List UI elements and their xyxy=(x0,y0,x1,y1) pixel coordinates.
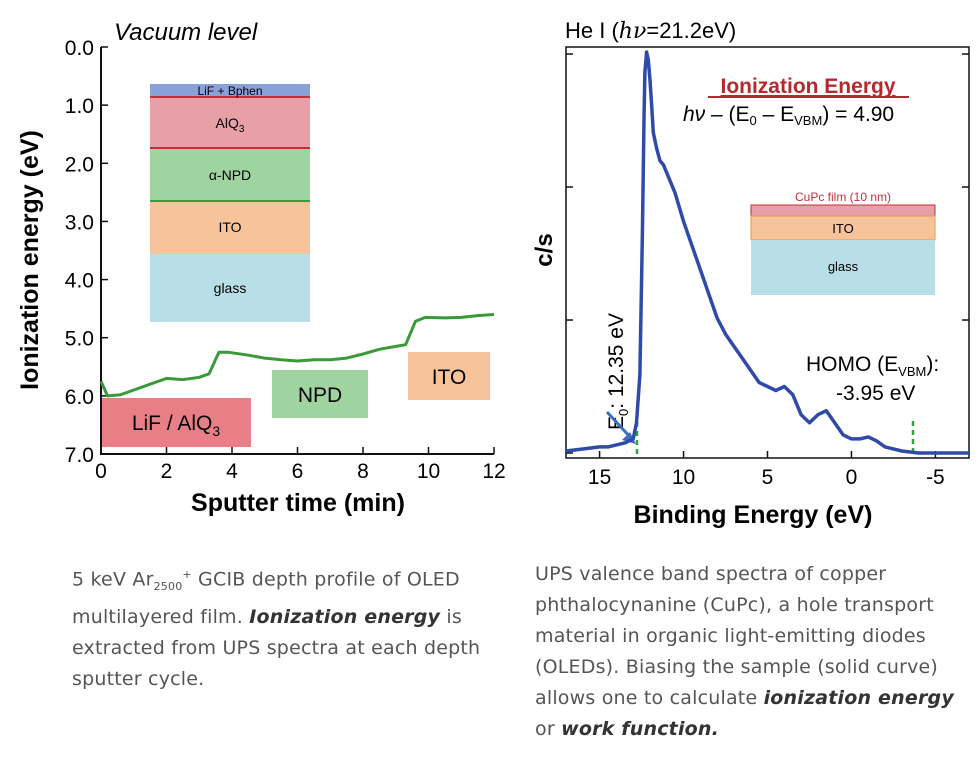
right-x-tick-label: 15 xyxy=(588,466,611,489)
cupc-glass-layer xyxy=(751,240,935,295)
left-y-tick-label: 7.0 xyxy=(65,444,94,467)
right-x-tick-label: -5 xyxy=(926,466,945,489)
ionization-energy-heading: Ionization Energy xyxy=(720,75,895,98)
cupc-ito-label: ITO xyxy=(832,221,853,236)
left-y-tick-label: 3.0 xyxy=(65,211,94,234)
left-x-tick-label: 10 xyxy=(417,460,440,483)
ito-layer xyxy=(150,202,310,254)
right-x-tick-label: 5 xyxy=(762,466,774,489)
left-x-tick-label: 4 xyxy=(226,460,238,483)
right-x-axis-label: Binding Energy (eV) xyxy=(634,501,873,529)
cupc-film-label: CuPc film (10 nm) xyxy=(795,190,891,204)
ups-spectrum-line xyxy=(565,50,969,455)
alq3-layer xyxy=(150,98,310,148)
lif-alq3-region-label: LiF / AlQ3 xyxy=(132,412,221,439)
left-caption-sup: + xyxy=(182,568,192,581)
right-y-axis-label: c/s xyxy=(531,233,558,266)
right-caption-part1: UPS valence band spectra of copper phtha… xyxy=(535,563,939,709)
left-x-axis-label: Sputter time (min) xyxy=(191,489,405,517)
left-x-tick-label: 6 xyxy=(292,460,304,483)
alpha-npd-label: α-NPD xyxy=(209,167,251,183)
left-y-tick-label: 2.0 xyxy=(65,153,94,176)
right-chart-title: He I (hν=21.2eV) xyxy=(565,18,736,44)
right-chart: He I (hν=21.2eV) c/s Binding Energy (eV)… xyxy=(531,18,970,529)
npd-border xyxy=(150,200,310,202)
npd-region-label: NPD xyxy=(298,384,342,407)
left-x-tick-label: 8 xyxy=(357,460,369,483)
left-x-tick-label: 0 xyxy=(95,460,107,483)
lif-bphen-layer xyxy=(150,84,310,98)
right-x-tick-label: 0 xyxy=(846,466,858,489)
right-caption: UPS valence band spectra of copper phtha… xyxy=(535,559,975,745)
npd-region xyxy=(272,370,368,418)
left-caption-part1: 5 keV Ar xyxy=(72,568,154,591)
alq3-label: AlQ3 xyxy=(216,115,245,135)
left-y-tick-label: 4.0 xyxy=(65,270,94,293)
left-x-tick-label: 12 xyxy=(482,460,505,483)
ito-region-label: ITO xyxy=(432,366,467,389)
cupc-glass-label: glass xyxy=(828,259,859,274)
right-series xyxy=(565,50,969,455)
homo-value: -3.95 eV xyxy=(836,382,915,405)
left-x-ticks: 0 2 4 6 8 10 12 xyxy=(95,447,506,483)
right-caption-part2: or xyxy=(535,718,562,740)
lif-bphen-border xyxy=(150,96,310,98)
glass-layer-label: glass xyxy=(214,280,247,296)
left-caption: 5 keV Ar2500+ GCIB depth profile of OLED… xyxy=(72,559,492,695)
ito-region xyxy=(408,352,490,400)
left-y-tick-label: 0.0 xyxy=(65,37,94,60)
npd-layer xyxy=(150,149,310,201)
right-x-tick-label: 10 xyxy=(672,466,695,489)
glass-layer xyxy=(150,254,310,322)
left-series xyxy=(99,313,495,398)
e0-arrow-shaft xyxy=(605,410,633,440)
homo-annotation: HOMO (EVBM): xyxy=(806,353,939,379)
left-caption-part3: is extracted from UPS spectra at each de… xyxy=(72,606,481,691)
left-y-axis-label: Ionization energy (eV) xyxy=(16,130,44,390)
left-y-ticks: 0.0 1.0 2.0 3.0 4.0 5.0 6.0 7.0 xyxy=(65,37,108,467)
left-caption-bold: Ionization energy xyxy=(249,606,441,629)
cupc-ito-layer xyxy=(750,215,936,241)
left-chart: Vacuum level Ionization energy (eV) Sput… xyxy=(16,19,506,517)
right-y-ticks xyxy=(566,53,969,454)
ionization-energy-line xyxy=(99,313,495,398)
left-caption-sub: 2500 xyxy=(153,580,183,594)
left-chart-title: Vacuum level xyxy=(114,19,258,46)
ionization-formula: hν – (E0 – EVBM) = 4.90 xyxy=(683,103,894,128)
alq3-border xyxy=(150,147,310,149)
right-caption-bold2: work function. xyxy=(561,718,720,740)
left-y-tick-label: 1.0 xyxy=(65,95,94,118)
ito-layer-label: ITO xyxy=(218,219,241,235)
left-y-tick-label: 5.0 xyxy=(65,328,94,351)
lif-bphen-label: LiF + Bphen xyxy=(197,84,262,98)
cupc-layer xyxy=(750,204,936,217)
left-x-tick-label: 2 xyxy=(161,460,173,483)
right-caption-bold1: ionization energy xyxy=(763,687,954,709)
lif-alq3-region xyxy=(102,398,251,447)
left-y-tick-label: 6.0 xyxy=(65,386,94,409)
left-caption-part2: GCIB depth profile of OLED multilayered … xyxy=(72,568,460,629)
right-x-ticks: 15 10 5 0 -5 xyxy=(588,451,945,489)
